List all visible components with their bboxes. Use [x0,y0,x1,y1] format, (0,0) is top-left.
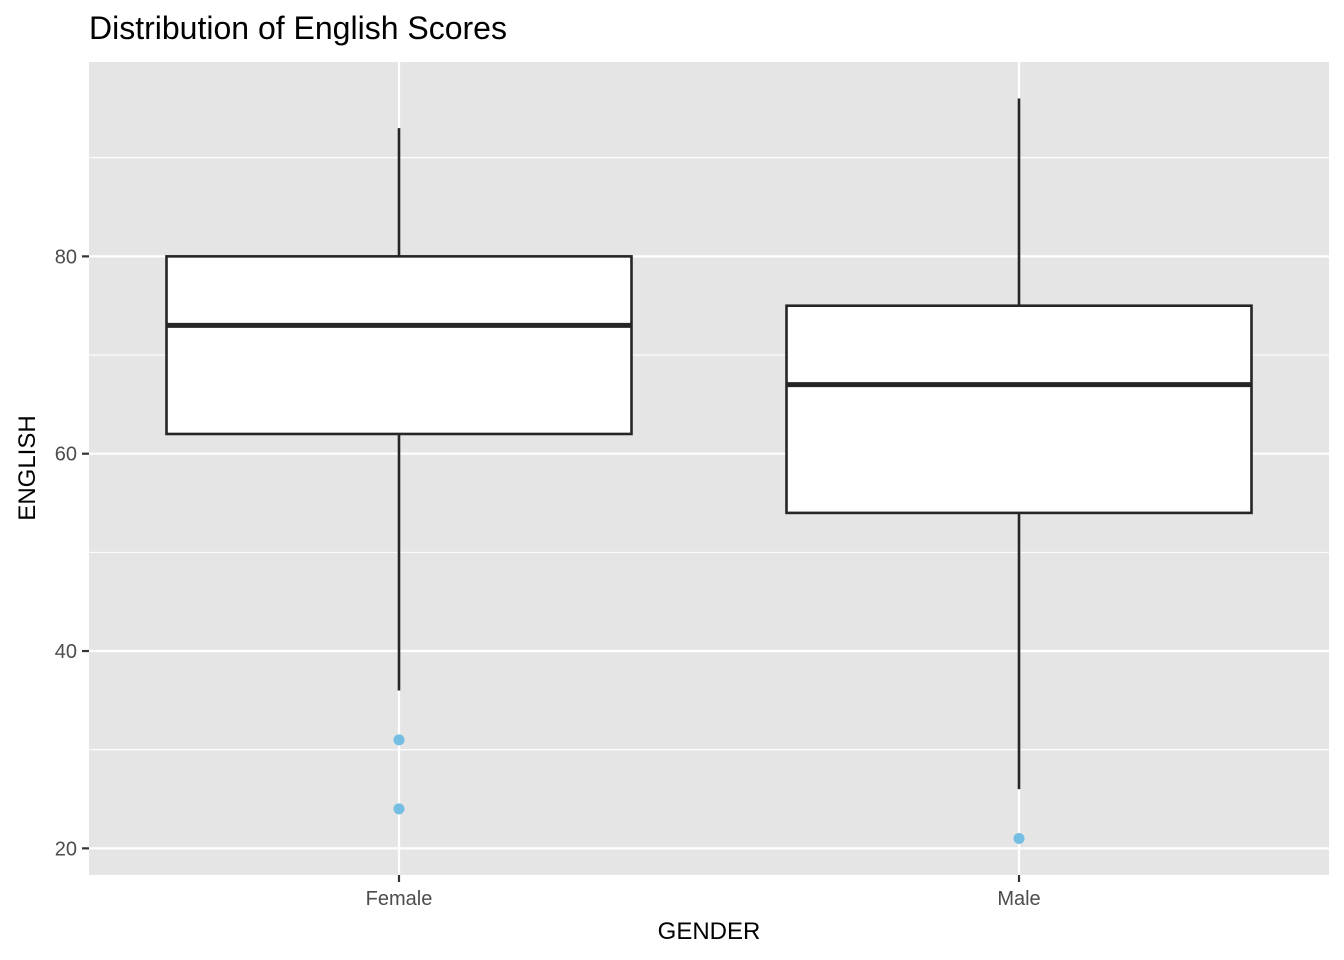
outlier-point [393,803,405,815]
x-axis: Female Male [366,875,1041,910]
box-female [165,128,633,815]
y-axis-title: ENGLISH [14,415,41,520]
y-axis: 20 40 60 80 [55,246,89,860]
y-tick-label: 40 [55,641,77,663]
outlier-point [1013,832,1025,844]
box-male [785,98,1253,844]
y-tick-label: 60 [55,444,77,466]
x-tick-label: Male [997,888,1040,910]
boxes-layer [165,98,1253,844]
x-axis-title: GENDER [658,918,761,945]
iqr-box [165,255,633,436]
y-tick-label: 80 [55,246,77,268]
iqr-box [785,304,1253,515]
chart-title: Distribution of English Scores [89,10,507,46]
y-tick-label: 20 [55,838,77,860]
x-tick-label: Female [366,888,433,910]
outlier-point [393,734,405,746]
